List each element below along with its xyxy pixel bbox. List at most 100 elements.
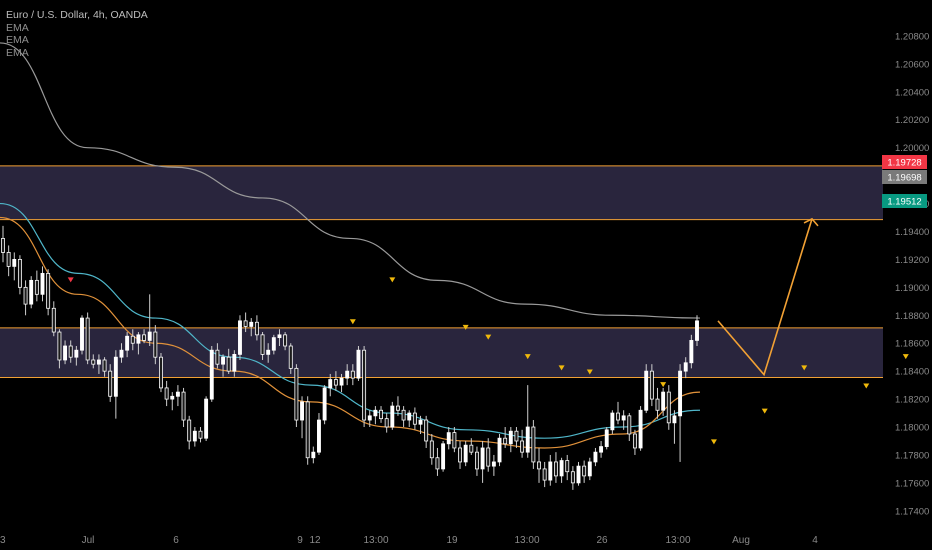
projection-layer [717, 217, 819, 377]
candle [649, 364, 654, 407]
candle-body [130, 335, 135, 344]
price-badge-label: 1.19512 [887, 197, 921, 208]
candle-body [113, 356, 118, 397]
candle-body [260, 334, 265, 355]
candle-body [616, 412, 620, 421]
time-tick-label: 26 [596, 535, 608, 546]
candle-body [204, 398, 209, 439]
candle-body [486, 447, 491, 467]
candle [130, 329, 135, 351]
candle [610, 410, 615, 435]
candle-body [407, 412, 412, 421]
candle [249, 318, 254, 337]
candle [328, 373, 333, 397]
candle-body [136, 334, 141, 344]
candle [683, 357, 688, 379]
candle [559, 457, 564, 483]
candle-body [666, 391, 671, 424]
candle [531, 420, 536, 469]
candle-body [458, 447, 462, 463]
candle-body [683, 362, 688, 372]
candle-body [537, 461, 541, 470]
candle-body [599, 446, 604, 453]
signal-marker [586, 369, 593, 375]
candle [181, 387, 186, 428]
signal-marker [349, 319, 356, 325]
candle-body [91, 359, 96, 365]
candle-body [582, 465, 587, 477]
time-tick-label: Jul [82, 535, 95, 546]
signal-marker [863, 383, 870, 389]
candle [582, 460, 587, 483]
candle [17, 255, 22, 295]
candle-body [249, 321, 254, 327]
symbol-title[interactable]: Euro / U.S. Dollar, 4h, OANDA [6, 9, 148, 21]
candle-body [593, 451, 598, 463]
indicator-ema-2[interactable]: EMA [6, 34, 29, 46]
time-tick-label: 13:00 [665, 535, 690, 546]
candle-body [570, 471, 575, 484]
price-badge: 1.19512 [882, 194, 927, 208]
time-tick-label: 4 [812, 535, 818, 546]
candle [655, 387, 660, 419]
candle-body [181, 391, 186, 421]
candle-body [192, 430, 197, 442]
zone-box-1 [0, 327, 883, 378]
candle [350, 364, 355, 386]
candle [401, 406, 406, 428]
candle [678, 364, 683, 462]
candle [74, 346, 79, 366]
candle-body [649, 370, 654, 400]
candle [333, 371, 338, 391]
signal-marker [67, 277, 74, 283]
candle-body [108, 370, 113, 397]
price-tick-label: 1.18000 [895, 423, 929, 434]
price-badge-bg [882, 170, 927, 184]
candle-body [446, 432, 451, 445]
time-axis[interactable]: 3 Jul 6 9 12 13:00 19 13:00 26 13:00 Aug 4 [0, 535, 818, 546]
candle [424, 415, 429, 448]
candle-body [452, 432, 457, 449]
chart-legend: Euro / U.S. Dollar, 4h, OANDA EMA EMA EM… [6, 9, 148, 59]
candle-body [655, 398, 660, 411]
candle [627, 413, 632, 441]
indicator-ema-1[interactable]: EMA [6, 21, 29, 34]
candle [362, 346, 367, 428]
candle-body [277, 334, 282, 339]
candle [632, 429, 637, 455]
candle [463, 440, 468, 467]
candle [317, 413, 321, 455]
candle-body [1, 238, 5, 253]
price-tick-label: 1.20800 [895, 31, 929, 42]
candle [102, 357, 107, 377]
signal-marker [710, 439, 717, 445]
candle [491, 454, 496, 476]
candle-body [604, 429, 609, 447]
candle [159, 352, 163, 393]
candle [170, 392, 175, 411]
time-tick-label: 9 [297, 535, 303, 546]
candle-body [215, 349, 220, 365]
candle-body [632, 433, 637, 449]
candle-body [508, 430, 513, 445]
candle [672, 410, 677, 444]
candle [379, 406, 383, 423]
candle [46, 269, 51, 316]
indicator-ema-3[interactable]: EMA [6, 46, 29, 59]
candle-body [542, 468, 547, 481]
candle-body [412, 412, 417, 425]
price-tick-label: 1.20600 [895, 59, 929, 70]
candle-body [503, 437, 508, 445]
candle-body [232, 353, 237, 372]
candle [469, 438, 474, 455]
candle-body [85, 317, 90, 361]
candle-body [74, 349, 79, 358]
candle-body [294, 367, 299, 421]
candle-body [34, 279, 39, 295]
time-tick-label: 19 [446, 535, 458, 546]
candle [621, 410, 626, 430]
candle [695, 315, 699, 347]
candle [68, 340, 73, 363]
